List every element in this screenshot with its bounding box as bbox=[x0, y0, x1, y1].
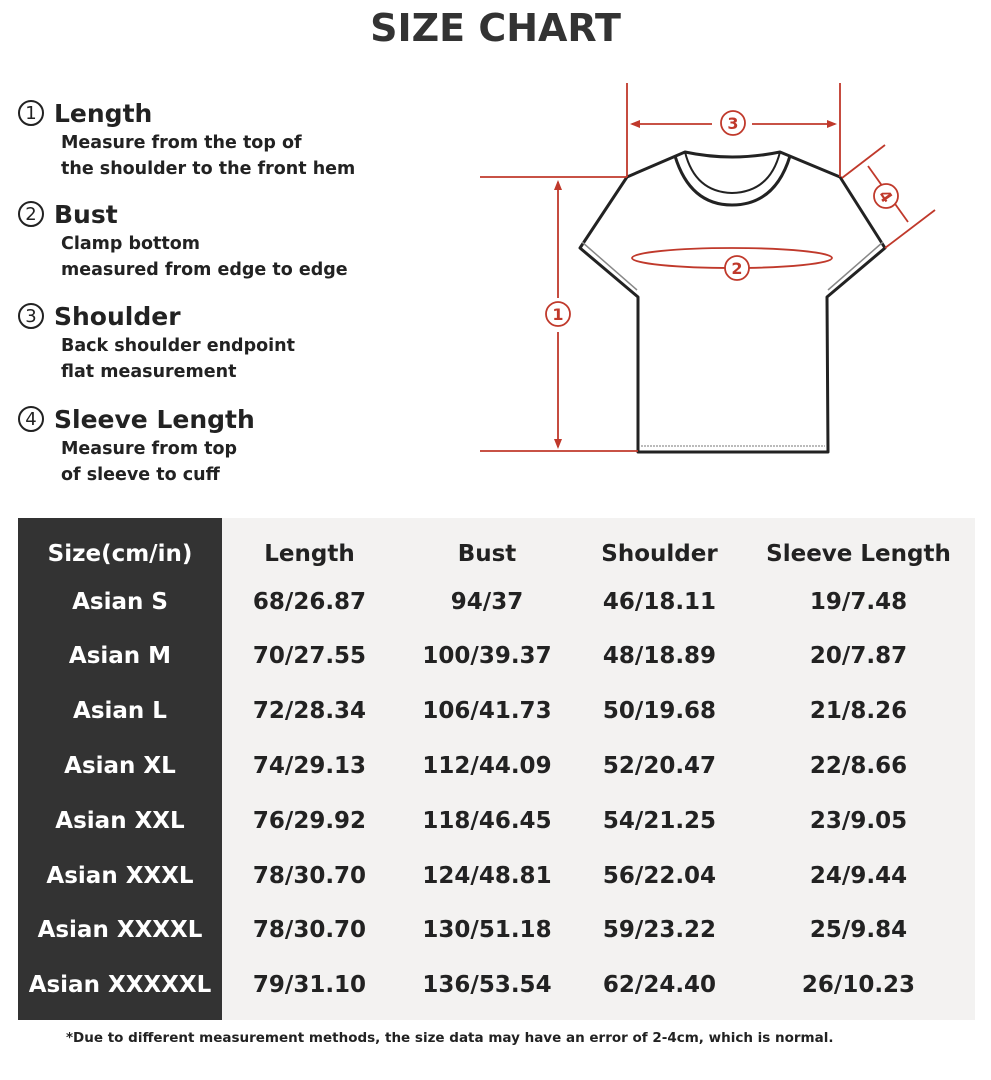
definition-heading: 2 Bust bbox=[18, 197, 348, 231]
value-cell: 22/8.66 bbox=[809, 752, 908, 779]
value-cell: 118/46.45 bbox=[422, 807, 552, 834]
value-cell: 136/53.54 bbox=[422, 972, 552, 999]
marker-1 bbox=[545, 301, 571, 327]
table-row: Asian XXXXL 78/30.70 130/51.18 59/23.22 25/9… bbox=[18, 903, 975, 958]
table-row: Asian XXXL 78/30.70 124/48.81 56/22.04 24/9.… bbox=[18, 848, 975, 903]
table-row: Asian S 68/26.87 94/37 46/18.11 19/7.48 bbox=[18, 574, 975, 629]
definition-length: 1 Length Measure from the top of the shoul… bbox=[18, 96, 355, 182]
description-line: the shoulder to the front hem bbox=[61, 159, 356, 179]
value-cell: Sleeve Length bbox=[766, 540, 951, 567]
description-line: Clamp bottom bbox=[61, 234, 201, 254]
size-table: Size(cm/in) Length Bust Shoulder Sleeve Leng… bbox=[18, 518, 975, 1020]
size-cell: Asian XXL bbox=[55, 807, 185, 834]
table-header-row: Size(cm/in) Length Bust Shoulder Sleeve Leng… bbox=[18, 526, 975, 581]
value-cell: 112/44.09 bbox=[422, 752, 552, 779]
definition-description: Measure from top of sleeve to cuff bbox=[61, 436, 255, 488]
marker-2 bbox=[724, 255, 750, 281]
definition-label: Sleeve Length bbox=[54, 404, 255, 434]
value-cell: 78/30.70 bbox=[252, 917, 367, 944]
tshirt-outline bbox=[578, 150, 887, 454]
value-cell: 52/20.47 bbox=[602, 752, 717, 779]
size-cell: Asian XXXXL bbox=[37, 917, 203, 944]
size-column-background bbox=[18, 518, 222, 1020]
measurement-markers bbox=[545, 110, 899, 327]
marker-3 bbox=[720, 110, 746, 136]
value-cell: 78/30.70 bbox=[252, 862, 367, 889]
tshirt-diagram: 1 2 3 4 bbox=[480, 83, 936, 454]
description-line: of sleeve to cuff bbox=[61, 465, 220, 485]
value-cell: Length bbox=[264, 540, 355, 567]
definition-heading: 1 Length bbox=[18, 96, 355, 130]
size-cell: Asian XXXXXL bbox=[28, 972, 212, 999]
value-cell: 130/51.18 bbox=[422, 917, 552, 944]
value-cell: 46/18.11 bbox=[602, 588, 717, 615]
number-circle-icon: 3 bbox=[18, 303, 44, 329]
size-cell: Asian XL bbox=[64, 752, 176, 779]
size-cell: Asian M bbox=[68, 643, 172, 670]
marker-4 bbox=[873, 183, 899, 209]
definition-bust: 2 Bust Clamp bottom measured from edge to … bbox=[18, 197, 348, 283]
table-row: Asian L 72/28.34 106/41.73 50/19.68 21/8.26 bbox=[18, 684, 975, 739]
value-cell: 59/23.22 bbox=[602, 917, 717, 944]
definition-heading: 3 Shoulder bbox=[18, 299, 295, 333]
description-line: Back shoulder endpoint bbox=[61, 336, 295, 356]
description-line: Measure from the top of bbox=[61, 133, 302, 153]
definition-label: Bust bbox=[54, 199, 118, 229]
value-cell: 70/27.55 bbox=[252, 643, 367, 670]
value-cell: 62/24.40 bbox=[602, 972, 717, 999]
value-cell: 94/37 bbox=[450, 588, 524, 615]
value-cell: 54/21.25 bbox=[602, 807, 717, 834]
value-cell: 76/29.92 bbox=[252, 807, 367, 834]
description-line: flat measurement bbox=[61, 362, 237, 382]
size-cell: Asian S bbox=[72, 588, 168, 615]
definition-heading: 4 Sleeve Length bbox=[18, 402, 255, 436]
value-cell: 20/7.87 bbox=[809, 643, 908, 670]
table-row: Asian XXXXXL 79/31.10 136/53.54 62/24.40 26/… bbox=[18, 958, 975, 1013]
value-cell: 19/7.48 bbox=[809, 588, 908, 615]
table-row: Asian XL 74/29.13 112/44.09 52/20.47 22/8.66 bbox=[18, 738, 975, 793]
value-cell: 79/31.10 bbox=[252, 972, 367, 999]
marker-1-label: 1 bbox=[552, 305, 563, 324]
size-cell: Size(cm/in) bbox=[47, 540, 193, 567]
value-cell: 48/18.89 bbox=[602, 643, 717, 670]
size-cell: Asian L bbox=[73, 698, 167, 725]
definition-description: Clamp bottom measured from edge to edge bbox=[61, 231, 348, 283]
value-cell: 26/10.23 bbox=[801, 972, 916, 999]
marker-3-label: 3 bbox=[727, 114, 738, 133]
number-circle-icon: 4 bbox=[18, 406, 44, 432]
definition-sleeve-length: 4 Sleeve Length Measure from top of sleeve… bbox=[18, 402, 255, 488]
marker-2-label: 2 bbox=[731, 259, 742, 278]
description-line: Measure from top bbox=[61, 439, 238, 459]
value-cell: 124/48.81 bbox=[422, 862, 552, 889]
measurement-lines bbox=[480, 83, 936, 452]
table-row: Asian XXL 76/29.92 118/46.45 54/21.25 23/9.0… bbox=[18, 793, 975, 848]
number-circle-icon: 2 bbox=[18, 201, 44, 227]
size-cell: Asian XXXL bbox=[46, 862, 194, 889]
value-cell: 74/29.13 bbox=[252, 752, 367, 779]
value-cell: 25/9.84 bbox=[809, 917, 908, 944]
value-cell: 68/26.87 bbox=[252, 588, 367, 615]
value-cell: 72/28.34 bbox=[252, 698, 367, 725]
table-row: Asian M 70/27.55 100/39.37 48/18.89 20/7.87 bbox=[18, 629, 975, 684]
definition-label: Length bbox=[54, 98, 153, 128]
definition-label: Shoulder bbox=[54, 301, 181, 331]
description-line: measured from edge to edge bbox=[61, 260, 348, 280]
value-cell: 23/9.05 bbox=[809, 807, 908, 834]
number-circle-icon: 1 bbox=[18, 100, 44, 126]
value-cell: 56/22.04 bbox=[602, 862, 717, 889]
value-cell: 24/9.44 bbox=[809, 862, 908, 889]
value-cell: 21/8.26 bbox=[809, 698, 908, 725]
definition-description: Back shoulder endpoint flat measurement bbox=[61, 333, 295, 385]
value-cell: Bust bbox=[457, 540, 517, 567]
value-cell: 106/41.73 bbox=[422, 698, 552, 725]
measurement-note: *Due to different measurement methods, t… bbox=[66, 1030, 834, 1046]
page-title: SIZE CHART bbox=[370, 6, 621, 50]
value-cell: 100/39.37 bbox=[422, 643, 552, 670]
value-cell: Shoulder bbox=[601, 540, 718, 567]
value-cell: 50/19.68 bbox=[602, 698, 717, 725]
definition-description: Measure from the top of the shoulder to t… bbox=[61, 130, 355, 182]
definition-shoulder: 3 Shoulder Back shoulder endpoint flat mea… bbox=[18, 299, 295, 385]
